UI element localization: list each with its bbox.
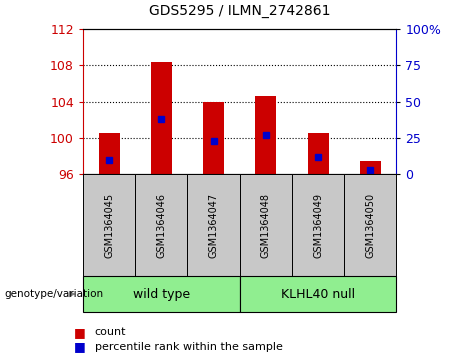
Text: percentile rank within the sample: percentile rank within the sample	[95, 342, 283, 352]
Text: GSM1364048: GSM1364048	[261, 192, 271, 258]
Text: GSM1364047: GSM1364047	[208, 192, 219, 258]
Bar	[360, 160, 381, 174]
Bar	[255, 96, 276, 174]
Text: ■: ■	[74, 326, 85, 339]
Text: KLHL40 null: KLHL40 null	[281, 287, 355, 301]
Text: GSM1364046: GSM1364046	[156, 192, 166, 258]
Bar	[99, 133, 119, 174]
Text: GDS5295 / ILMN_2742861: GDS5295 / ILMN_2742861	[149, 4, 331, 18]
Bar	[203, 102, 224, 174]
Bar	[151, 62, 172, 174]
Bar	[240, 276, 396, 312]
Text: ■: ■	[74, 340, 85, 353]
Text: GSM1364049: GSM1364049	[313, 192, 323, 258]
Text: wild type: wild type	[133, 287, 190, 301]
Bar	[135, 174, 188, 276]
Bar	[188, 174, 240, 276]
Bar	[83, 174, 135, 276]
Bar	[83, 276, 240, 312]
Text: count: count	[95, 327, 126, 337]
Bar	[344, 174, 396, 276]
Text: GSM1364050: GSM1364050	[365, 192, 375, 258]
Text: genotype/variation: genotype/variation	[5, 289, 104, 299]
Bar	[307, 133, 329, 174]
Bar	[292, 174, 344, 276]
Text: GSM1364045: GSM1364045	[104, 192, 114, 258]
Bar	[240, 174, 292, 276]
